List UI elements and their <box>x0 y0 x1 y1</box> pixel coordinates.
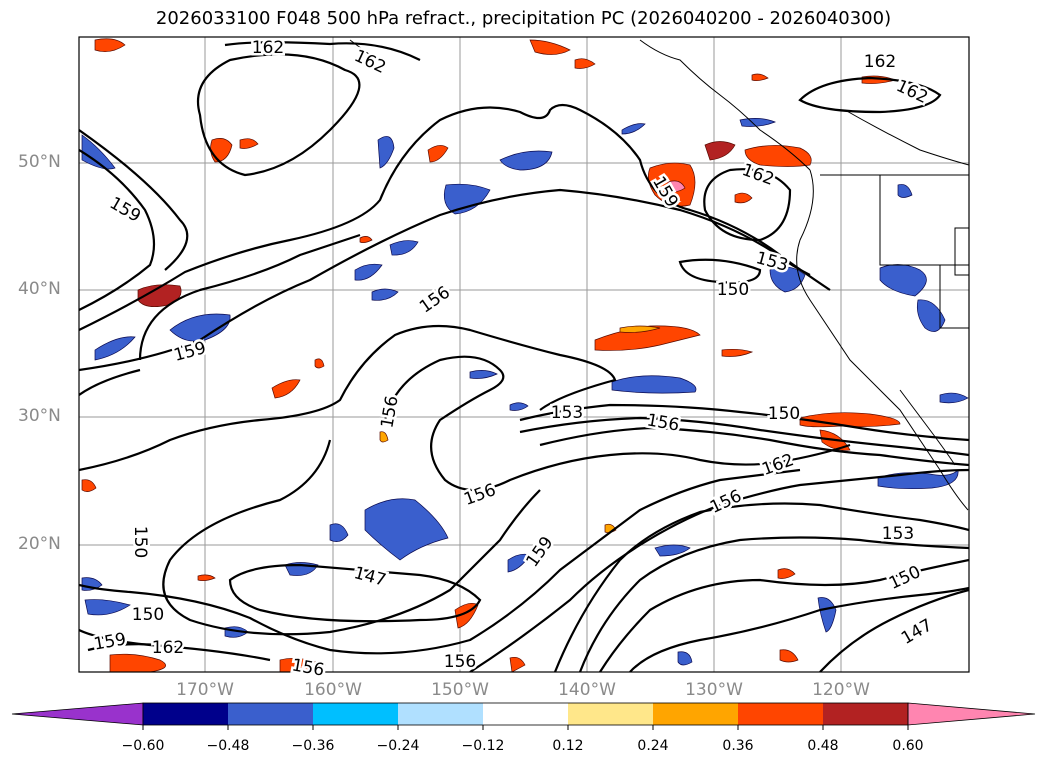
contour-label: 153 <box>882 524 914 544</box>
contour-label: 150 <box>130 526 150 558</box>
colorbar-tick-label: 0.60 <box>892 738 924 754</box>
colorbar-tick-label: −0.48 <box>206 738 250 754</box>
colorbar-segment <box>653 703 738 725</box>
colorbar-extend-high <box>907 702 1036 726</box>
colorbar-tick-label: 0.36 <box>722 738 754 754</box>
map-frame <box>78 36 970 673</box>
precip-blobs-negative <box>81 118 969 666</box>
colorbar-tick-label: −0.24 <box>376 738 420 754</box>
lon-label-150w: 150°W <box>431 680 489 700</box>
colorbar-segment <box>313 703 398 725</box>
lon-label-120w: 120°W <box>812 680 870 700</box>
lat-label-40n: 40°N <box>18 279 61 299</box>
contour-label: 150 <box>132 605 164 625</box>
colorbar-tick-label: −0.60 <box>121 738 165 754</box>
lat-label-50n: 50°N <box>18 152 61 172</box>
colorbar-segment <box>228 703 313 725</box>
lat-label-20n: 20°N <box>18 534 61 554</box>
lat-label-30n: 30°N <box>18 406 61 426</box>
lon-label-170w: 170°W <box>176 680 234 700</box>
colorbar-tick-label: −0.36 <box>291 738 335 754</box>
colorbar-segment <box>398 703 483 725</box>
contour-label: 162 <box>152 638 184 658</box>
colorbar-segment <box>483 703 568 725</box>
colorbar-tick-label: 0.48 <box>807 738 839 754</box>
colorbar-tick-label: 0.24 <box>637 738 669 754</box>
contour-label: 150 <box>768 404 800 424</box>
contour-label: 156 <box>444 652 476 672</box>
colorbar-segment <box>823 703 908 725</box>
colorbar-tick-label: −0.12 <box>461 738 505 754</box>
contour-label: 162 <box>864 52 896 72</box>
colorbar-extend-low <box>11 702 144 726</box>
contour-label: 150 <box>717 280 749 300</box>
lon-label-130w: 130°W <box>685 680 743 700</box>
lon-label-140w: 140°W <box>558 680 616 700</box>
colorbar-frame <box>142 702 909 726</box>
colorbar-segment <box>738 703 823 725</box>
coastlines <box>349 39 969 511</box>
contour-label: 153 <box>551 403 583 423</box>
lon-label-160w: 160°W <box>304 680 362 700</box>
map-title: 2026033100 F048 500 hPa refract., precip… <box>155 8 892 29</box>
colorbar-segment <box>143 703 228 725</box>
height-contours <box>79 41 969 672</box>
colorbar-tick-label: 0.12 <box>552 738 584 754</box>
contour-label: 162 <box>252 38 284 58</box>
colorbar-segment <box>568 703 653 725</box>
